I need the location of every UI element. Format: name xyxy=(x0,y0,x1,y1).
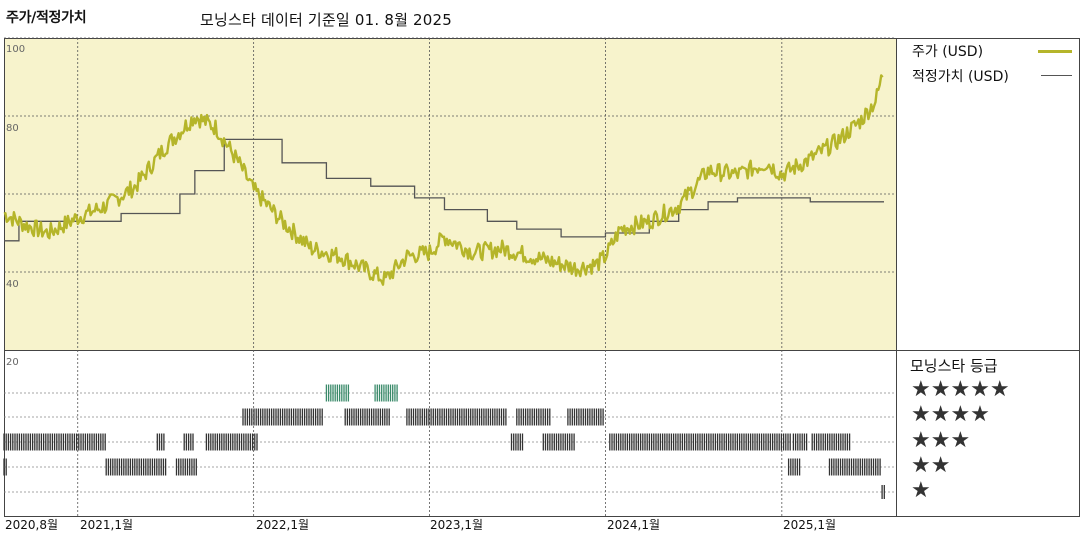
rating-bar-4star-3 xyxy=(516,408,551,426)
rating-bar-3star-5 xyxy=(542,433,575,451)
rating-bar-3star-1 xyxy=(156,433,165,451)
rating-bar-2star-2 xyxy=(175,458,197,476)
legend-price-swatch xyxy=(1038,50,1072,53)
rating-bar-3star-4 xyxy=(510,433,524,451)
stars-4: ★★★★ xyxy=(911,402,990,427)
rating-bar-4star-1 xyxy=(344,408,390,426)
stars-1: ★ xyxy=(911,478,931,503)
rating-bar-4star-0 xyxy=(242,408,323,426)
rating-bar-2star-4 xyxy=(828,458,881,476)
y-tick-40: 40 xyxy=(6,279,19,290)
rating-bar-5star-1 xyxy=(374,384,398,402)
y-tick-100: 100 xyxy=(6,44,26,55)
price-line xyxy=(3,74,884,286)
rating-bar-4star-4 xyxy=(567,408,604,426)
x-tick-2020-8: 2020,8월 xyxy=(5,518,59,532)
chart-title: 주가/적정가치 xyxy=(6,10,87,26)
rating-bar-3star-3 xyxy=(205,433,258,451)
x-tick-2022-1: 2022,1월 xyxy=(256,518,310,532)
rating-bar-2star-3 xyxy=(787,458,801,476)
rating-bar-3star-6 xyxy=(609,433,791,451)
x-tick-2024-1: 2024,1월 xyxy=(607,518,661,532)
x-tick-2023-1: 2023,1월 xyxy=(430,518,484,532)
stars-3: ★★★ xyxy=(911,428,971,453)
rating-bar-2star-1 xyxy=(105,458,167,476)
rating-title: 모닝스타 등급 xyxy=(910,357,998,375)
rating-bar-3star-7 xyxy=(792,433,808,451)
y-tick-20: 20 xyxy=(6,357,19,368)
x-tick-2021-1: 2021,1월 xyxy=(80,518,134,532)
rating-bar-1star-0 xyxy=(881,485,885,499)
legend-fair-label: 적정가치 (USD) xyxy=(912,69,1009,85)
rating-bar-2star-0 xyxy=(3,458,7,476)
legend-price-label: 주가 (USD) xyxy=(912,44,984,60)
stars-5: ★★★★★ xyxy=(911,377,1010,402)
legend-fair-swatch xyxy=(1041,75,1072,76)
rating-bar-5star-0 xyxy=(325,384,350,402)
x-tick-2025-1: 2025,1월 xyxy=(783,518,837,532)
rating-bar-3star-2 xyxy=(183,433,194,451)
rating-bar-4star-2 xyxy=(406,408,507,426)
legend-fair: 적정가치 (USD) xyxy=(912,66,1009,86)
y-tick-80: 80 xyxy=(6,123,19,134)
fair-value-line xyxy=(4,138,884,242)
chart-subtitle: 모닝스타 데이터 기준일 01. 8월 2025 xyxy=(200,11,453,29)
rating-bar-3star-0 xyxy=(3,433,106,451)
rating-bar-3star-8 xyxy=(811,433,851,451)
stars-2: ★★ xyxy=(911,453,951,478)
legend-price: 주가 (USD) xyxy=(912,41,983,61)
